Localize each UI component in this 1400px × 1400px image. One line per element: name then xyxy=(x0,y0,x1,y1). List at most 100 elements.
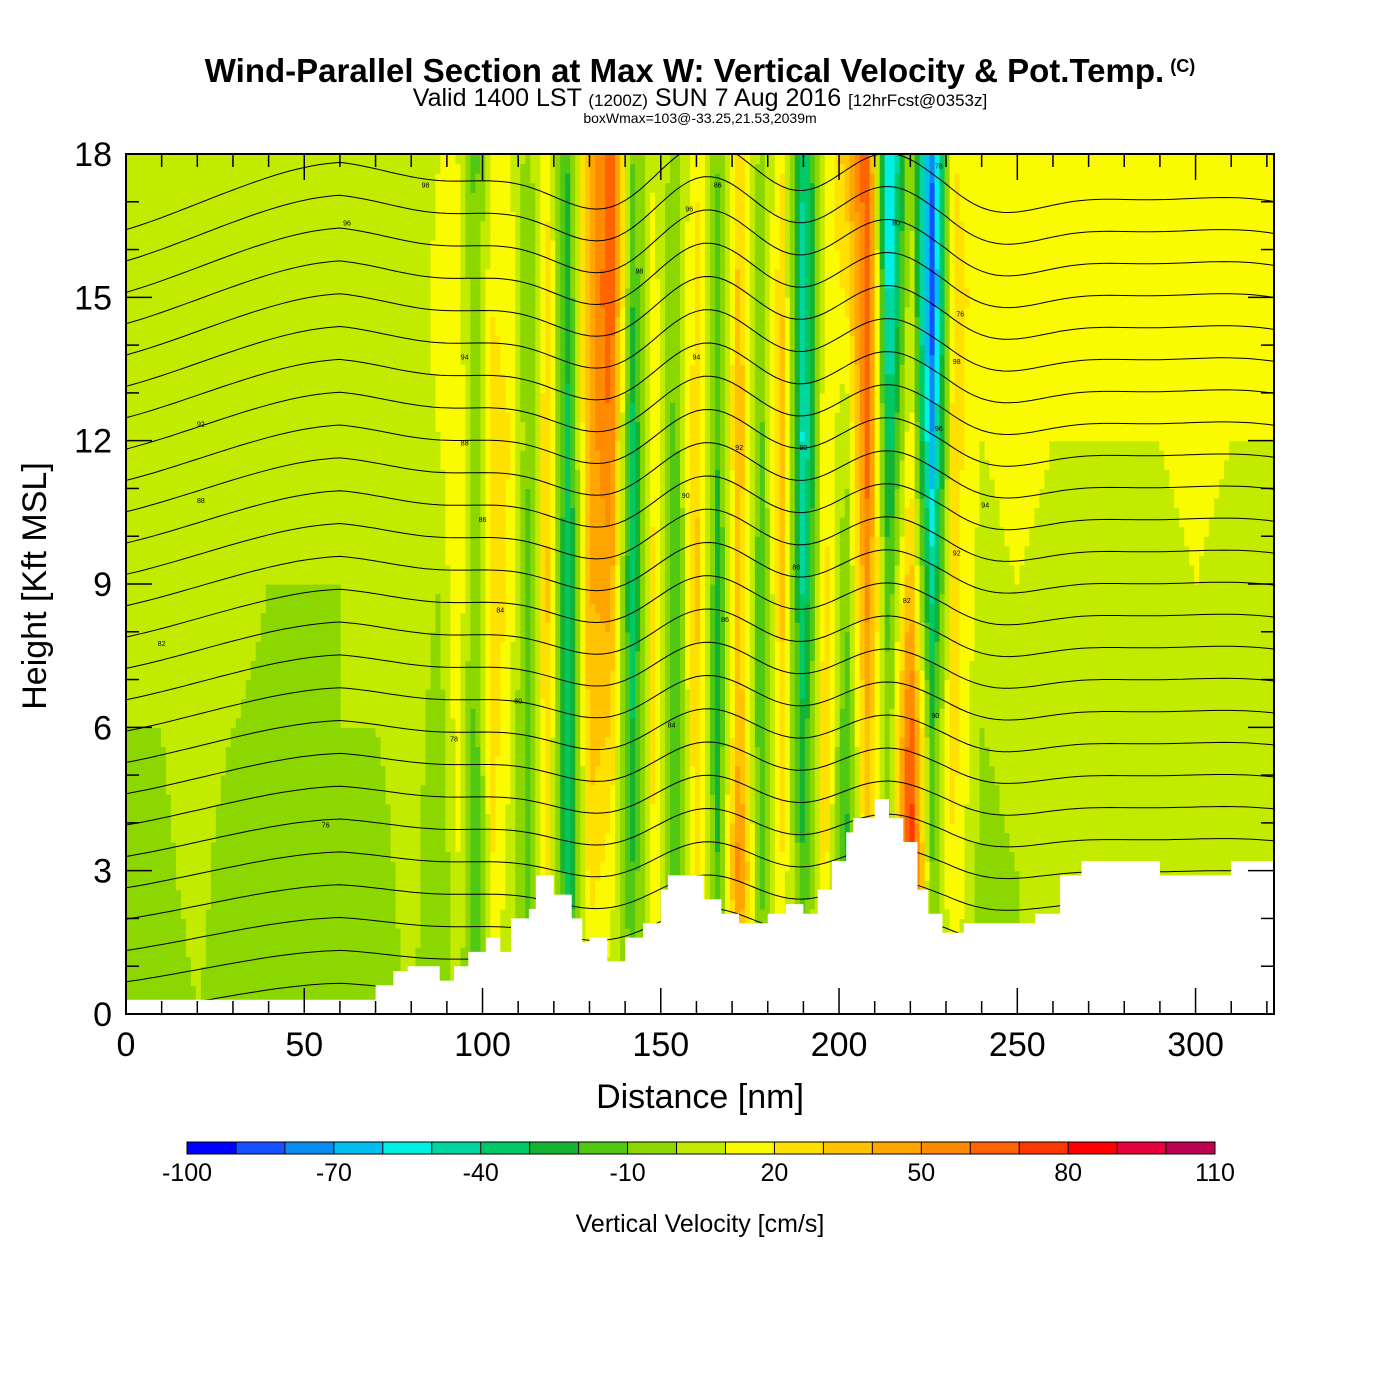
field-cell xyxy=(330,727,337,738)
field-cell xyxy=(126,822,132,834)
field-cell xyxy=(245,727,252,738)
field-cell xyxy=(170,574,177,585)
field-cell xyxy=(195,259,202,270)
field-cell xyxy=(250,832,257,843)
field-cell xyxy=(330,536,337,547)
field-cell xyxy=(395,670,402,681)
field-cell xyxy=(245,507,252,518)
field-cell xyxy=(270,584,277,595)
field-cell xyxy=(135,402,142,413)
field-cell xyxy=(215,822,222,834)
field-cell xyxy=(400,746,407,757)
field-cell xyxy=(210,861,217,872)
field-cell xyxy=(140,727,147,738)
field-cell xyxy=(185,727,192,738)
field-cell xyxy=(295,765,302,776)
field-cell xyxy=(365,918,372,929)
field-cell xyxy=(250,746,257,757)
field-cell xyxy=(170,918,177,929)
field-cell xyxy=(285,220,292,232)
field-cell xyxy=(345,564,352,576)
field-cell xyxy=(205,574,212,585)
field-cell xyxy=(245,326,252,337)
field-cell xyxy=(305,650,312,662)
field-cell xyxy=(275,631,282,642)
field-cell xyxy=(385,603,392,614)
field-cell xyxy=(295,603,302,614)
field-cell xyxy=(395,555,402,566)
field-cell xyxy=(325,603,332,614)
field-cell xyxy=(310,211,317,222)
field-cell xyxy=(165,803,172,814)
field-cell xyxy=(365,908,372,920)
field-cell xyxy=(300,908,307,920)
field-cell xyxy=(240,717,247,728)
field-cell xyxy=(140,478,147,490)
field-cell xyxy=(310,870,317,881)
field-cell xyxy=(370,746,377,757)
field-cell xyxy=(190,364,197,375)
field-cell xyxy=(215,899,222,910)
field-cell xyxy=(260,612,267,623)
field-cell xyxy=(325,469,332,480)
field-cell xyxy=(126,192,132,203)
field-cell xyxy=(260,297,267,308)
field-cell xyxy=(135,259,142,270)
field-cell xyxy=(320,928,327,939)
field-cell xyxy=(315,861,322,872)
field-cell xyxy=(170,765,177,776)
field-cell xyxy=(295,278,302,289)
field-cell xyxy=(340,201,347,212)
field-cell xyxy=(280,794,287,805)
field-cell xyxy=(200,297,207,308)
field-cell xyxy=(325,316,332,327)
field-cell xyxy=(295,220,302,232)
field-cell xyxy=(265,383,272,394)
field-cell xyxy=(395,383,402,394)
field-cell xyxy=(300,450,307,461)
field-cell xyxy=(250,813,257,824)
field-cell xyxy=(280,220,287,232)
field-cell xyxy=(335,612,342,623)
field-cell xyxy=(395,526,402,537)
field-cell xyxy=(160,192,167,203)
field-cell xyxy=(365,450,372,461)
field-cell xyxy=(240,154,247,165)
field-cell xyxy=(385,421,392,432)
field-cell xyxy=(325,832,332,843)
field-cell xyxy=(320,679,327,690)
field-cell xyxy=(240,230,247,241)
field-cell xyxy=(126,813,132,824)
field-cell xyxy=(300,612,307,623)
field-cell xyxy=(205,689,212,700)
field-cell xyxy=(280,421,287,432)
field-cell xyxy=(145,517,152,528)
field-cell xyxy=(270,937,277,948)
field-cell xyxy=(295,851,302,862)
field-cell xyxy=(140,259,147,270)
field-cell xyxy=(310,268,317,279)
field-cell xyxy=(370,650,377,662)
field-cell xyxy=(250,412,257,423)
field-cell xyxy=(140,966,147,977)
field-cell xyxy=(395,488,402,499)
field-cell xyxy=(325,765,332,776)
field-cell xyxy=(370,326,377,337)
field-cell xyxy=(295,173,302,184)
field-cell xyxy=(280,717,287,728)
field-cell xyxy=(350,517,357,528)
field-cell xyxy=(160,612,167,623)
field-cell xyxy=(380,211,387,222)
field-cell xyxy=(240,507,247,518)
field-cell xyxy=(290,880,297,891)
field-cell xyxy=(185,612,192,623)
field-cell xyxy=(220,937,227,948)
field-cell xyxy=(270,880,277,891)
field-cell xyxy=(126,842,132,853)
field-cell xyxy=(290,899,297,910)
field-cell xyxy=(126,727,132,738)
field-cell xyxy=(150,813,157,824)
field-cell xyxy=(155,278,162,289)
field-cell xyxy=(390,335,397,346)
field-cell xyxy=(390,679,397,690)
